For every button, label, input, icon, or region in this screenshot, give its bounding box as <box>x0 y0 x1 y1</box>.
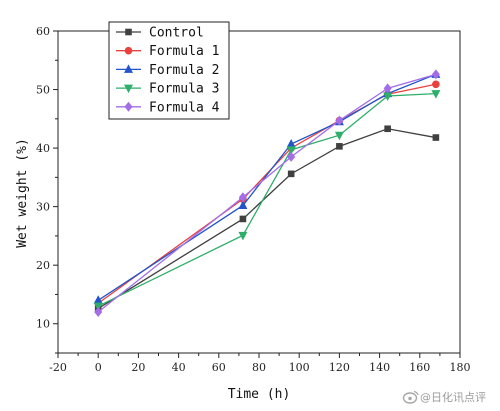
data-point-formula-4 <box>431 69 440 80</box>
x-tick-label: -20 <box>49 361 67 374</box>
x-tick-label: 0 <box>95 361 102 374</box>
legend-item-formula-3: Formula 3 <box>116 82 219 97</box>
watermark: @日化讯点评 <box>402 390 486 404</box>
legend-item-formula-4: Formula 4 <box>116 100 220 115</box>
y-tick-label: 30 <box>36 201 50 214</box>
data-point-formula-4 <box>335 115 344 126</box>
data-point-formula-4 <box>238 192 247 203</box>
y-tick-label: 10 <box>36 318 50 331</box>
legend-label: Formula 2 <box>149 63 219 78</box>
data-point-formula-3 <box>431 90 441 99</box>
data-point-control <box>336 143 343 150</box>
legend-label: Formula 1 <box>149 44 219 59</box>
legend-label: Formula 3 <box>149 82 219 97</box>
weibo-logo-icon <box>402 390 419 404</box>
data-point-formula-3 <box>286 146 296 155</box>
data-point-formula-3 <box>383 92 393 101</box>
y-tick-label: 20 <box>36 259 50 272</box>
series-formula-3 <box>93 90 441 312</box>
series-line-formula-2 <box>97 73 437 301</box>
y-tick-label: 40 <box>36 142 50 155</box>
x-tick-label: 100 <box>289 361 310 374</box>
x-tick-label: 140 <box>369 361 390 374</box>
series-formula-4 <box>94 69 440 318</box>
y-tick-label: 60 <box>36 25 50 38</box>
legend-swatch-marker <box>124 46 133 55</box>
data-point-formula-4 <box>383 83 392 94</box>
data-point-formula-3 <box>93 302 103 312</box>
series-line-formula-3 <box>97 92 436 307</box>
x-tick-label: 40 <box>172 361 186 374</box>
data-point-formula-1 <box>432 80 440 89</box>
series-line-control <box>97 128 436 310</box>
legend-item-formula-1: Formula 1 <box>116 44 219 59</box>
data-point-control <box>239 215 247 223</box>
legend-swatch-marker <box>124 64 133 73</box>
data-point-formula-3 <box>334 131 344 141</box>
series-control <box>94 125 440 312</box>
data-point-formula-3 <box>238 231 248 241</box>
data-point-formula-4 <box>94 307 103 318</box>
legend-item-control: Control <box>116 26 204 41</box>
data-point-formula-2 <box>286 138 296 148</box>
x-tick-label: 80 <box>252 361 266 374</box>
x-tick-label: 20 <box>131 361 145 374</box>
series-layer <box>93 69 441 318</box>
y-tick-label: 50 <box>36 84 50 97</box>
legend-swatch-marker <box>124 101 133 112</box>
legend-item-formula-2: Formula 2 <box>116 63 219 78</box>
legend-label: Formula 4 <box>149 100 220 115</box>
data-point-control <box>432 134 440 141</box>
legend-swatch-marker <box>125 28 132 36</box>
data-point-control <box>384 125 391 133</box>
legend-label: Control <box>149 26 204 41</box>
legend-swatch-marker <box>124 84 133 94</box>
legend: Control Formula 1 Formula 2 Formula 3 Formul… <box>108 21 230 120</box>
data-point-control <box>287 170 295 178</box>
data-point-formula-2 <box>93 295 103 304</box>
y-axis-title: Wet weight (%) <box>15 138 30 248</box>
x-axis-title: Time (h) <box>228 387 291 402</box>
watermark-text: @日化讯点评 <box>420 390 486 404</box>
axes: -20 0 20 40 60 80 100 120 140 160 180 10 20 30 40 50 60 <box>36 25 471 374</box>
x-tick-label: 160 <box>409 361 430 374</box>
data-point-formula-2 <box>238 200 248 209</box>
x-tick-label: 60 <box>212 361 226 374</box>
x-tick-label: 180 <box>450 361 471 374</box>
series-line-formula-4 <box>97 73 437 313</box>
data-point-formula-4 <box>287 151 296 162</box>
x-tick-label: 120 <box>329 361 350 374</box>
